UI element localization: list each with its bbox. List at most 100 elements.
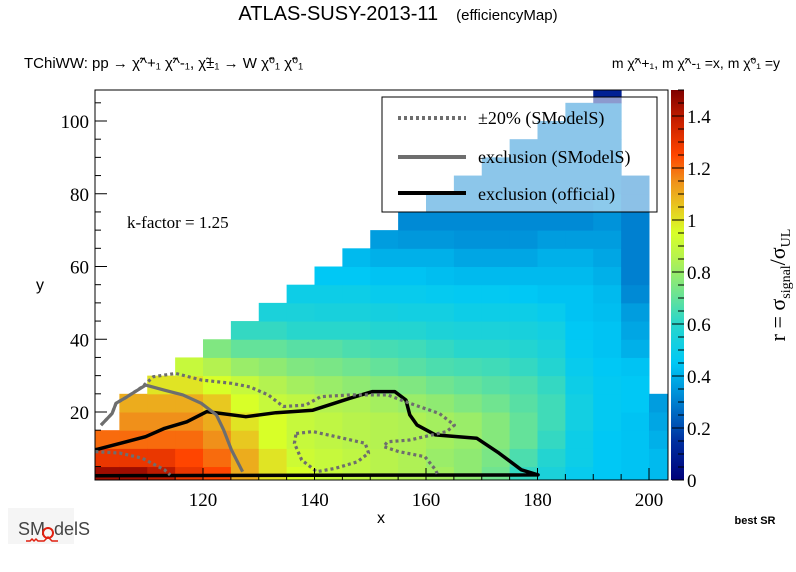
heatmap-cell bbox=[370, 266, 399, 286]
heatmap-cell bbox=[621, 412, 650, 431]
heatmap-cell bbox=[453, 393, 483, 413]
heatmap-cell bbox=[426, 302, 455, 322]
heatmap-cell bbox=[537, 357, 566, 377]
contour-lines bbox=[95, 371, 540, 478]
heatmap-cell bbox=[426, 339, 455, 358]
heatmap-cell bbox=[593, 266, 622, 286]
heatmap-cell bbox=[509, 375, 538, 395]
heatmap-cell bbox=[565, 230, 594, 249]
heatmap-cell bbox=[314, 266, 343, 286]
heatmap-cell bbox=[621, 302, 650, 322]
heatmap-cell bbox=[286, 357, 315, 377]
heatmap-cell bbox=[621, 430, 650, 449]
heatmap-cell bbox=[147, 448, 176, 468]
heatmap-cell bbox=[203, 375, 232, 395]
heatmap-cell bbox=[342, 266, 371, 286]
heatmap-cell bbox=[426, 357, 455, 377]
heatmap-cell bbox=[621, 375, 650, 395]
heatmap-cell bbox=[565, 430, 594, 449]
heatmap-cell bbox=[565, 284, 594, 304]
heatmap-cell bbox=[509, 230, 538, 249]
y-tick-label: 80 bbox=[70, 185, 89, 206]
heatmap-cell bbox=[398, 230, 427, 249]
heatmap-cell bbox=[509, 430, 538, 449]
heatmap-cell bbox=[258, 448, 288, 468]
heatmap-cell bbox=[147, 430, 176, 449]
heatmap-cell bbox=[342, 448, 371, 468]
heatmap-cell bbox=[342, 375, 371, 395]
heatmap-cell bbox=[398, 248, 427, 267]
heatmap-cell bbox=[621, 393, 650, 413]
heatmap-cell bbox=[621, 211, 650, 231]
heatmap-cell bbox=[203, 412, 232, 431]
heatmap-cell bbox=[370, 430, 399, 449]
heatmap-cell bbox=[426, 211, 455, 231]
heatmap-cell bbox=[537, 412, 566, 431]
axis-tick-labels: 120 140 160 180 200 20 40 60 80 100 bbox=[61, 112, 664, 511]
heatmap-cell bbox=[370, 248, 399, 267]
heatmap-cell bbox=[426, 412, 455, 431]
heatmap-cell bbox=[175, 375, 204, 395]
legend-entry-label: exclusion (official) bbox=[478, 184, 615, 205]
colorbar-tick-label: 0.6 bbox=[687, 315, 711, 336]
heatmap-cell bbox=[481, 230, 511, 249]
heatmap-cell bbox=[565, 357, 594, 377]
heatmap-cell bbox=[370, 339, 399, 358]
heatmap-cell bbox=[286, 321, 315, 340]
heatmap-cell bbox=[509, 357, 538, 377]
heatmap-cell bbox=[565, 393, 594, 413]
heatmap-cell bbox=[398, 375, 427, 395]
heatmap-cell bbox=[314, 284, 343, 304]
heatmap-cell bbox=[453, 339, 483, 358]
heatmap-cell bbox=[258, 302, 288, 322]
heatmap-cell bbox=[370, 230, 399, 249]
heatmap-cell bbox=[593, 412, 622, 431]
heatmap-cell bbox=[509, 266, 538, 286]
heatmap-cell bbox=[453, 266, 483, 286]
heatmap-cell bbox=[119, 412, 148, 431]
heatmap-cell bbox=[593, 321, 622, 340]
legend-entry-label: exclusion (SModelS) bbox=[478, 147, 631, 168]
heatmap-cell bbox=[258, 321, 288, 340]
heatmap-cell bbox=[537, 230, 566, 249]
heatmap-cell bbox=[537, 448, 566, 468]
heatmap-cell bbox=[398, 321, 427, 340]
heatmap-cell bbox=[453, 375, 483, 395]
heatmap-cell bbox=[537, 284, 566, 304]
colorbar-tick-label: 0 bbox=[687, 471, 697, 492]
heatmap-cell bbox=[621, 466, 650, 480]
heatmap-cell bbox=[119, 393, 148, 413]
colorbar bbox=[671, 90, 684, 480]
heatmap-cell bbox=[537, 466, 566, 480]
heatmap-cell bbox=[342, 339, 371, 358]
x-tick-label: 140 bbox=[300, 490, 329, 511]
heatmap-cell bbox=[509, 248, 538, 267]
heatmap-cell bbox=[593, 339, 622, 358]
colorbar-tick-label: 0.4 bbox=[687, 367, 711, 388]
heatmap-cell bbox=[649, 412, 668, 431]
heatmap-cell bbox=[453, 412, 483, 431]
heatmap-cell bbox=[481, 302, 511, 322]
heatmap-cell bbox=[203, 357, 232, 377]
contour-20pct-smodels bbox=[292, 430, 371, 474]
axis-ticks bbox=[95, 102, 650, 480]
colorbar-tick-label: 1.2 bbox=[687, 159, 711, 180]
heatmap-cell bbox=[342, 248, 371, 267]
heatmap-cell bbox=[481, 430, 511, 449]
heatmap-cell bbox=[370, 302, 399, 322]
heatmap-cell bbox=[230, 339, 260, 358]
y-tick-label: 40 bbox=[70, 330, 89, 351]
heatmap-cell bbox=[230, 321, 260, 340]
heatmap-cell bbox=[565, 248, 594, 267]
smodels-logo: SM delS bbox=[8, 508, 90, 544]
y-axis-label: y bbox=[36, 277, 44, 294]
x-axis-label: x bbox=[377, 510, 385, 527]
heatmap-cell bbox=[398, 266, 427, 286]
heatmap-cell bbox=[481, 357, 511, 377]
x-tick-label: 120 bbox=[189, 490, 218, 511]
heatmap-cell bbox=[537, 211, 566, 231]
heatmap-cell bbox=[370, 393, 399, 413]
heatmap-cell bbox=[481, 412, 511, 431]
heatmap-cell bbox=[258, 412, 288, 431]
